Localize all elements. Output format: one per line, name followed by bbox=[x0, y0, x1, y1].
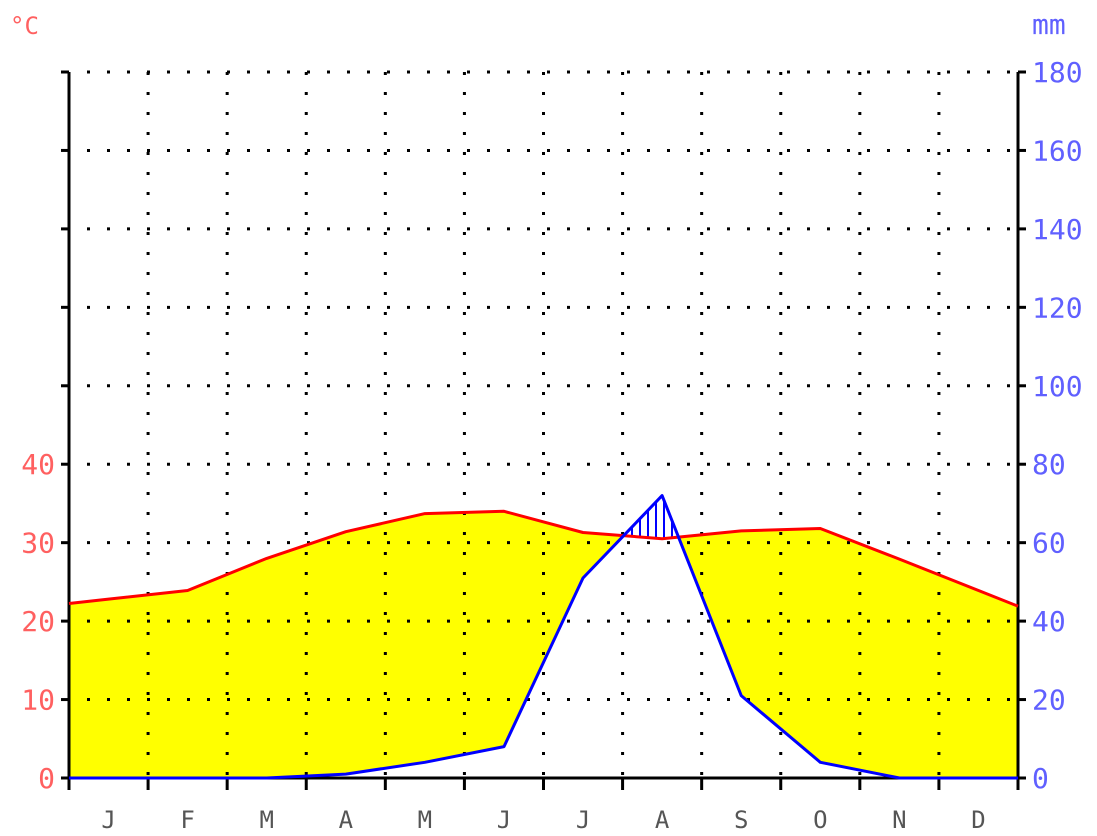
temperature-line bbox=[68, 509, 1019, 608]
precipitation-line bbox=[69, 494, 1018, 780]
temperature-tick-label: 10 bbox=[21, 684, 55, 717]
series-lines-group bbox=[68, 494, 1019, 780]
temperature-axis-unit: °C bbox=[10, 12, 39, 40]
precipitation-tick-label: 20 bbox=[1032, 684, 1066, 717]
month-label: D bbox=[971, 806, 985, 832]
precipitation-tick-label: 160 bbox=[1032, 134, 1083, 167]
temperature-tick-label: 30 bbox=[21, 527, 55, 560]
month-label: F bbox=[180, 806, 194, 832]
labels-group: °C mm 0 10 20 30 40 0 20 40 60 80 100 120 140 160 180 J… bbox=[10, 8, 1083, 834]
precipitation-axis-unit: mm bbox=[1032, 8, 1066, 41]
temperature-tick-label: 20 bbox=[21, 605, 55, 638]
precipitation-tick-label: 100 bbox=[1032, 370, 1083, 403]
precipitation-tick-label: 40 bbox=[1032, 605, 1066, 638]
arid-season-area bbox=[69, 495, 1018, 778]
month-label: M bbox=[418, 806, 432, 832]
month-label: J bbox=[576, 806, 590, 832]
month-label: N bbox=[892, 806, 906, 832]
month-label: S bbox=[734, 806, 748, 832]
month-label: A bbox=[655, 806, 670, 832]
precipitation-tick-label: 60 bbox=[1032, 527, 1066, 560]
temperature-tick-label: 40 bbox=[21, 448, 55, 481]
month-label: O bbox=[813, 806, 827, 832]
month-label: J bbox=[497, 806, 511, 832]
arid-season-area-group bbox=[69, 495, 1018, 778]
precipitation-tick-label: 0 bbox=[1032, 762, 1049, 795]
precipitation-tick-label: 120 bbox=[1032, 291, 1083, 324]
precipitation-tick-label: 180 bbox=[1032, 56, 1083, 89]
precipitation-tick-label: 140 bbox=[1032, 213, 1083, 246]
temperature-tick-label: 0 bbox=[38, 762, 55, 795]
month-label: M bbox=[259, 806, 273, 832]
month-label: J bbox=[101, 806, 115, 832]
precipitation-tick-label: 80 bbox=[1032, 448, 1066, 481]
month-label: A bbox=[339, 806, 354, 832]
